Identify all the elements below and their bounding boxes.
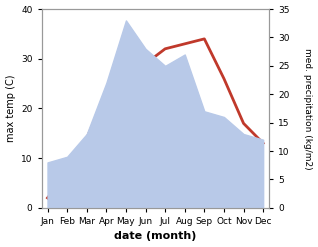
Y-axis label: max temp (C): max temp (C) — [5, 75, 16, 142]
X-axis label: date (month): date (month) — [114, 231, 197, 242]
Y-axis label: med. precipitation (kg/m2): med. precipitation (kg/m2) — [303, 48, 313, 169]
